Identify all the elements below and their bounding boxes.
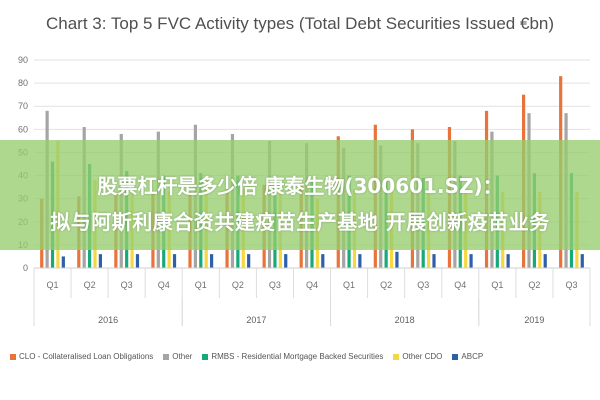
legend-label: Other CDO: [402, 352, 443, 361]
x-tick-label: Q2: [232, 280, 244, 290]
bar: [98, 254, 102, 268]
bar: [395, 251, 399, 268]
bar: [506, 254, 510, 268]
bar: [580, 254, 584, 268]
year-label: 2016: [98, 315, 118, 325]
legend-swatch: [393, 353, 400, 360]
legend-item: Other CDO: [393, 352, 442, 361]
bar: [321, 254, 325, 268]
y-tick-label: 90: [18, 55, 28, 65]
x-tick-label: Q1: [491, 280, 503, 290]
x-tick-label: Q3: [565, 280, 577, 290]
x-tick-label: Q1: [195, 280, 207, 290]
x-tick-label: Q2: [84, 280, 96, 290]
legend-item: CLO - Collateralised Loan Obligations: [10, 352, 153, 361]
y-tick-label: 80: [18, 78, 28, 88]
legend-swatch: [10, 353, 16, 360]
legend-label: RMBS - Residential Mortgage Backed Secur…: [211, 352, 384, 361]
y-tick-label: 60: [18, 124, 28, 134]
bar: [358, 254, 362, 268]
chart-title: Chart 3: Top 5 FVC Activity types (Total…: [45, 14, 555, 33]
x-tick-label: Q1: [343, 280, 355, 290]
bar: [61, 256, 65, 268]
legend-item: RMBS - Residential Mortgage Backed Secur…: [202, 352, 383, 361]
y-tick-label: 0: [23, 263, 28, 273]
y-tick-label: 70: [18, 101, 28, 111]
year-label: 2018: [395, 315, 415, 325]
bar: [432, 254, 436, 268]
x-tick-label: Q2: [380, 280, 392, 290]
legend-item: ABCP: [452, 352, 483, 361]
x-tick-label: Q4: [306, 280, 318, 290]
overlay-headline: 股票杠杆是多少倍 康泰生物(300601.SZ)：: [97, 174, 503, 198]
legend-label: Other: [172, 352, 193, 361]
x-tick-label: Q4: [454, 280, 466, 290]
bar: [469, 254, 473, 268]
legend-swatch: [163, 353, 170, 360]
bar: [543, 254, 547, 268]
x-tick-label: Q3: [269, 280, 281, 290]
legend-swatch: [202, 353, 209, 360]
legend-label: ABCP: [461, 352, 484, 361]
overlay-banner: 股票杠杆是多少倍 康泰生物(300601.SZ)： 拟与阿斯利康合资共建疫苗生产…: [0, 140, 600, 250]
bar: [247, 254, 251, 268]
legend-label: CLO - Collateralised Loan Obligations: [19, 352, 154, 361]
year-label: 2019: [524, 315, 544, 325]
year-label: 2017: [246, 315, 266, 325]
x-tick-label: Q3: [417, 280, 429, 290]
bar: [210, 254, 214, 268]
x-tick-label: Q1: [47, 280, 59, 290]
overlay-subheadline: 拟与阿斯利康合资共建疫苗生产基地 开展创新疫苗业务: [50, 210, 550, 234]
bar: [135, 254, 140, 268]
bar: [172, 254, 177, 268]
x-tick-label: Q4: [158, 280, 170, 290]
legend-item: Other: [163, 352, 192, 361]
legend-swatch: [452, 353, 459, 360]
legend: CLO - Collateralised Loan Obligations Oth…: [10, 352, 595, 361]
x-tick-label: Q2: [528, 280, 540, 290]
x-tick-label: Q3: [121, 280, 133, 290]
bar: [284, 254, 288, 268]
